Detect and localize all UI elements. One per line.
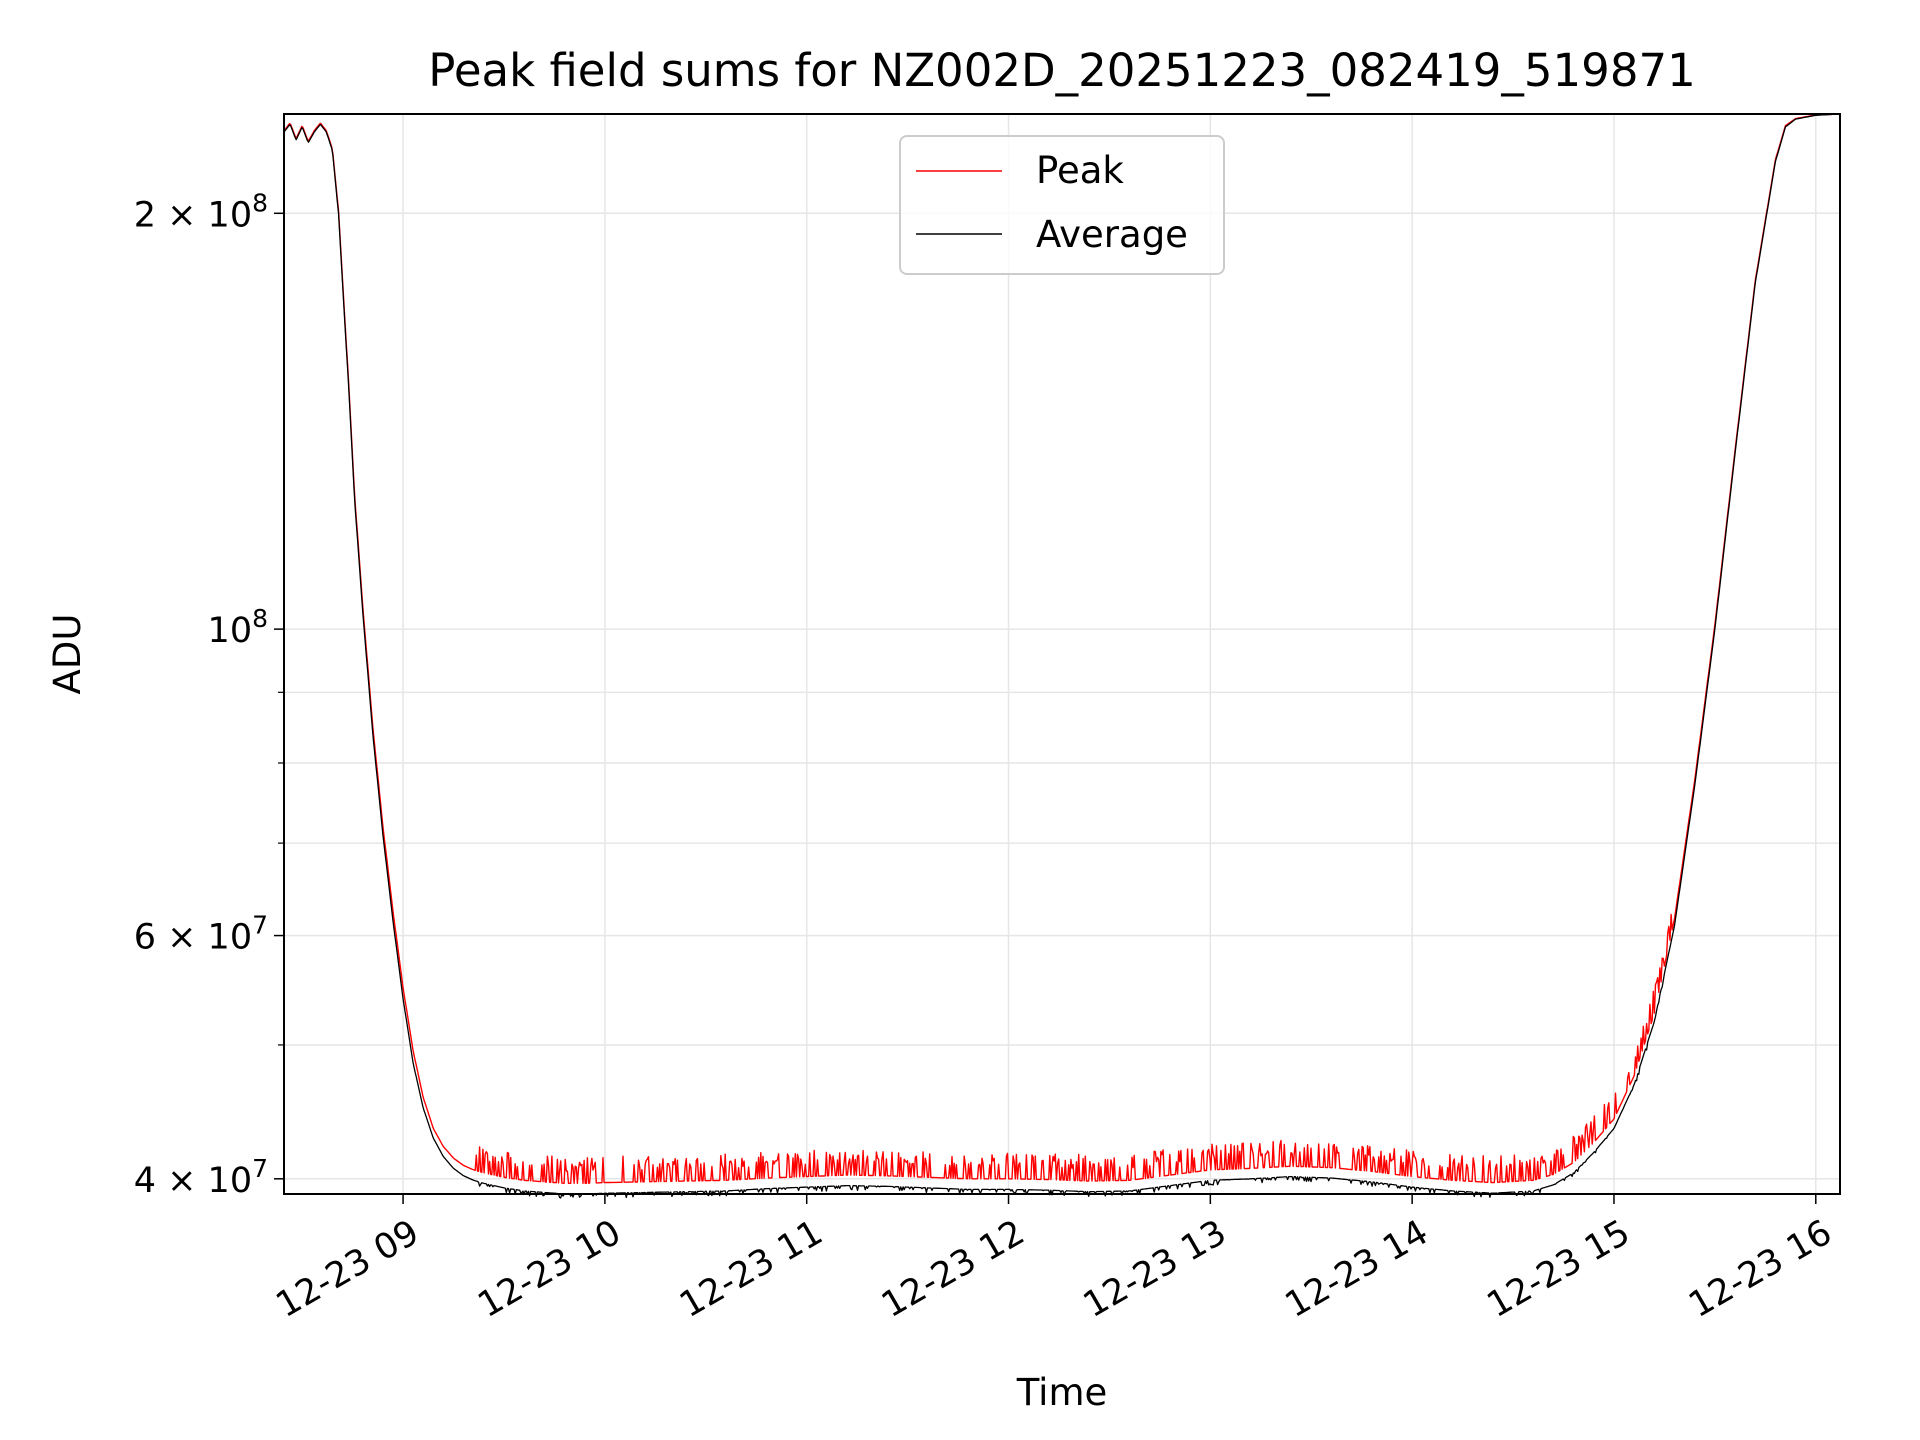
series-layer — [283, 113, 1841, 1199]
legend: Peak Average — [899, 135, 1225, 275]
y-tick-label: 2 × 108 — [134, 188, 268, 235]
x-axis-label: Time — [1016, 1371, 1108, 1414]
legend-peak-label: Peak — [1036, 149, 1124, 192]
peak-series-line — [283, 113, 1840, 1185]
y-tick-exponent: 8 — [252, 604, 268, 633]
y-tick-exponent: 7 — [252, 1154, 268, 1183]
chart-title: Peak field sums for NZ002D_20251223_0824… — [428, 44, 1695, 97]
plot-frame — [283, 113, 1841, 1195]
y-tick-label: 6 × 107 — [134, 911, 268, 958]
y-tick-exponent: 7 — [252, 911, 268, 940]
y-tick-label: 4 × 107 — [134, 1154, 268, 1201]
legend-average-label: Average — [1036, 213, 1188, 256]
y-axis-label: ADU — [46, 614, 89, 695]
y-tick-exponent: 8 — [252, 188, 268, 217]
average-series-line — [283, 113, 1841, 1199]
